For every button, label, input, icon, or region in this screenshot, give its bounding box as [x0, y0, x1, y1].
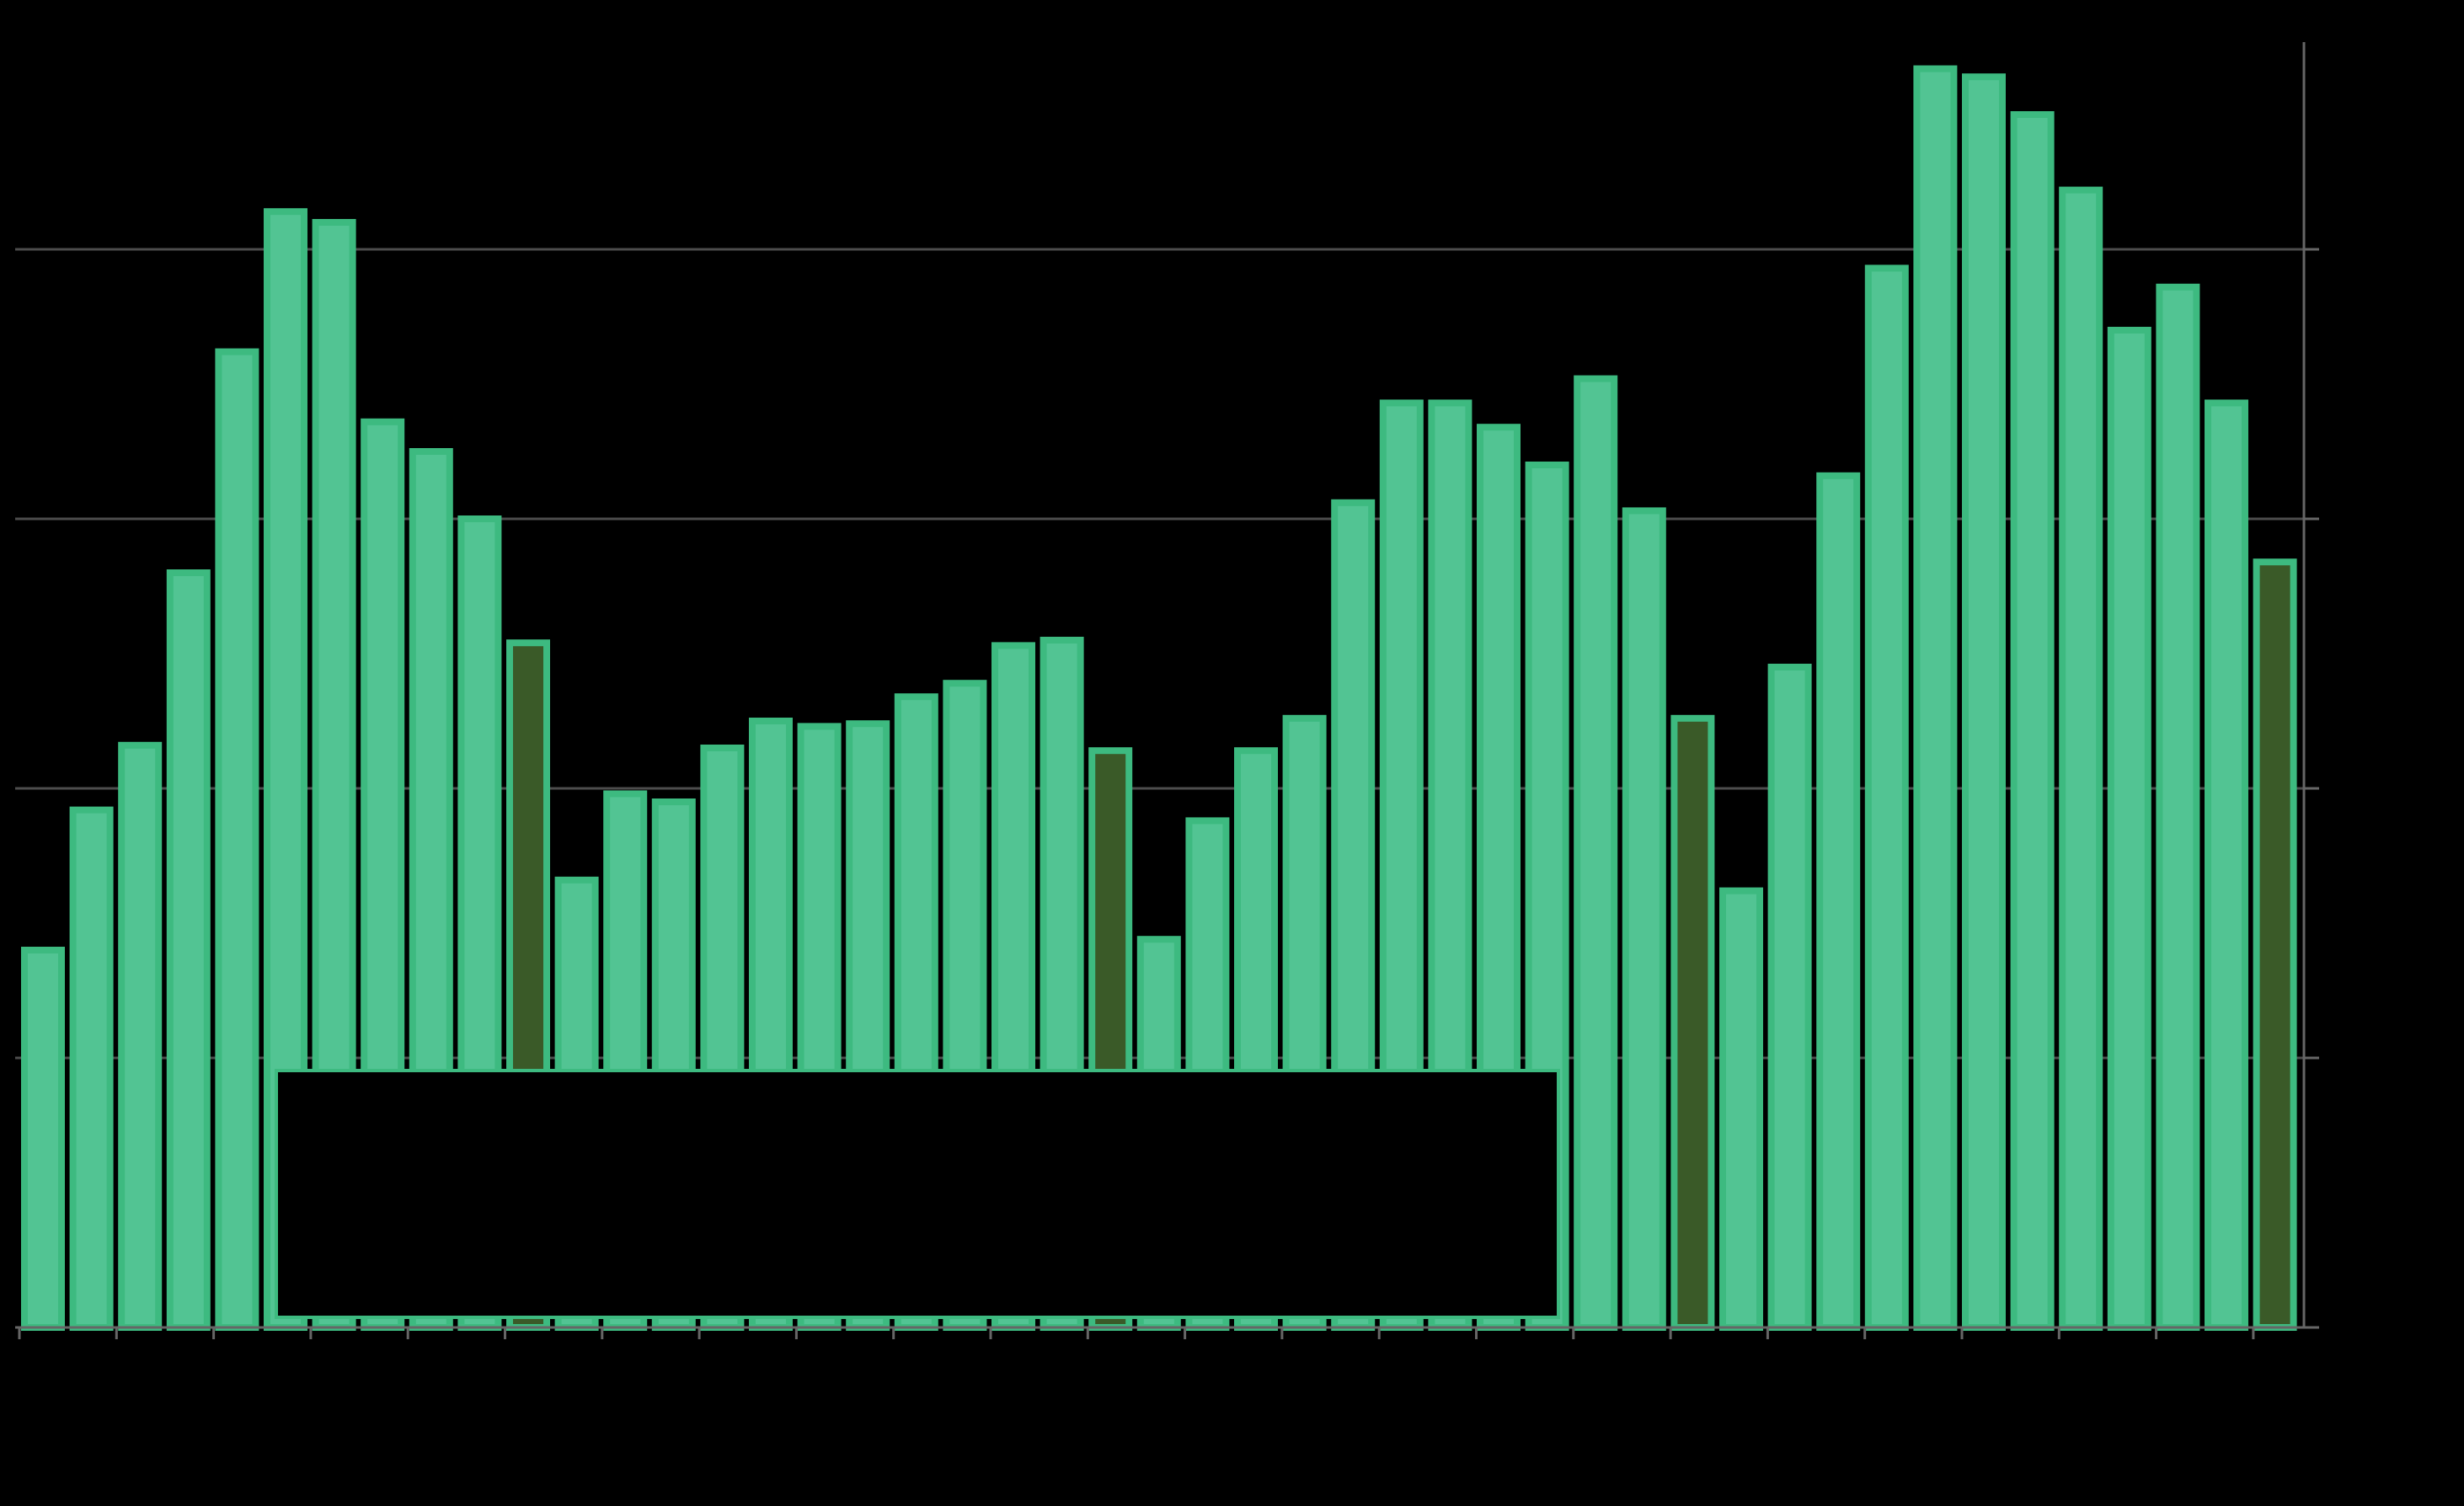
bar — [21, 947, 65, 1331]
bar — [215, 348, 259, 1332]
bar — [1962, 73, 2006, 1332]
bar — [1913, 65, 1958, 1332]
bar — [2156, 283, 2200, 1331]
bar — [1719, 887, 1763, 1331]
bar — [1767, 664, 1812, 1331]
bar — [2059, 186, 2103, 1332]
bar — [166, 569, 211, 1331]
axes — [15, 42, 2319, 1339]
bar — [2205, 399, 2248, 1331]
bar — [69, 806, 114, 1331]
bar-highlight — [2253, 558, 2297, 1331]
bar — [1816, 472, 1861, 1331]
bar — [2107, 327, 2151, 1331]
bar — [1622, 507, 1666, 1331]
bar — [1864, 264, 1909, 1331]
bar — [2010, 111, 2055, 1331]
legend — [275, 1069, 1560, 1319]
bar-highlight — [1670, 714, 1715, 1331]
bar — [1574, 375, 1618, 1332]
bar — [118, 741, 163, 1331]
